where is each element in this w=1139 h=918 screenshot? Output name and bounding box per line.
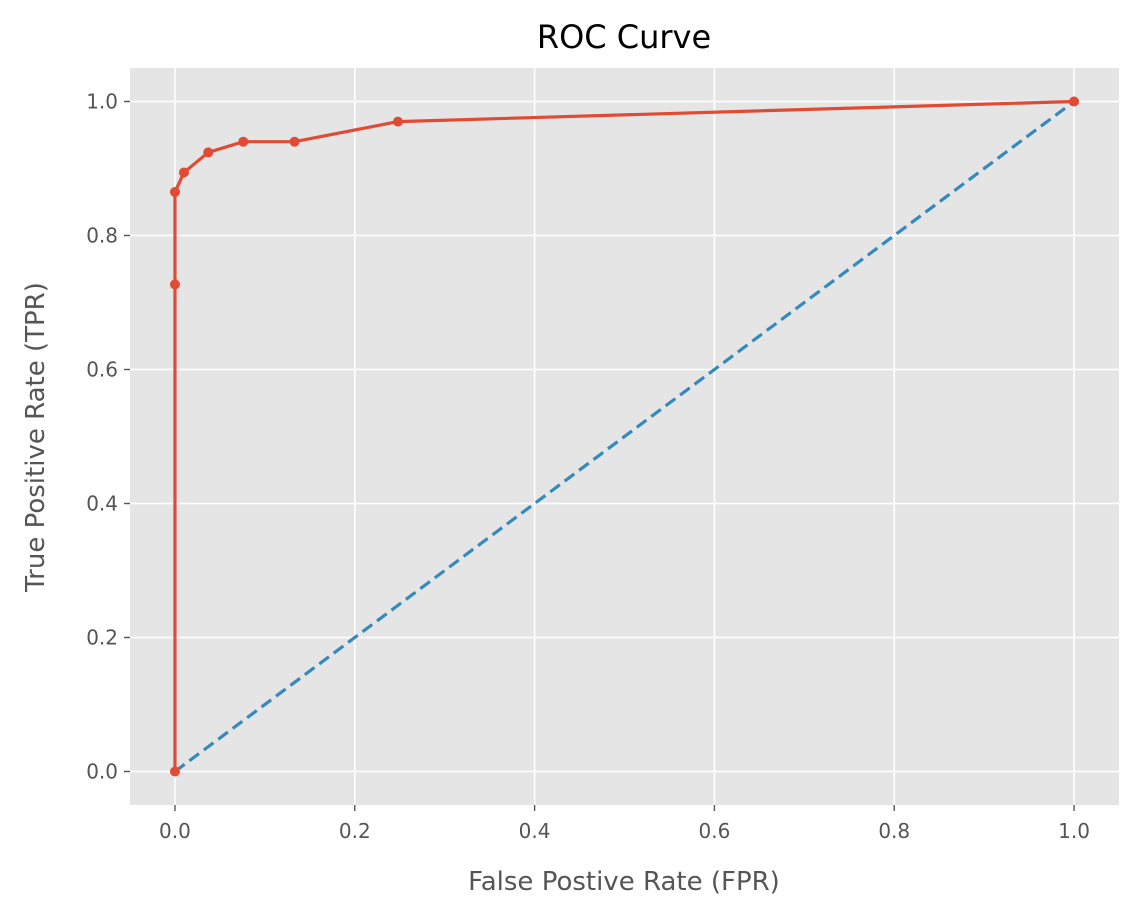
x-tick-label: 0.8 <box>878 819 910 843</box>
y-tick-label: 0.0 <box>86 760 118 784</box>
roc-point <box>169 766 180 777</box>
y-tick-label: 1.0 <box>86 90 118 114</box>
y-tick-label: 0.2 <box>86 626 118 650</box>
roc-point <box>392 116 403 127</box>
data-series <box>169 96 1080 777</box>
grid-lines <box>130 68 1119 805</box>
x-tick-label: 0.6 <box>699 819 731 843</box>
y-tick-label: 0.6 <box>86 358 118 382</box>
diagonal-reference-line <box>173 100 1076 773</box>
x-tick-label: 0.0 <box>159 819 191 843</box>
roc-point <box>178 167 189 178</box>
y-axis-ticks: 0.0 0.2 0.4 0.6 0.8 1.0 <box>86 90 130 784</box>
roc-point <box>1069 96 1080 107</box>
roc-point <box>169 279 180 290</box>
y-axis-label: True Positive Rate (TPR) <box>21 282 51 593</box>
roc-point <box>238 136 249 147</box>
roc-point <box>289 136 300 147</box>
x-tick-label: 1.0 <box>1058 819 1090 843</box>
roc-point <box>203 147 214 158</box>
y-tick-label: 0.8 <box>86 224 118 248</box>
roc-point <box>169 186 180 197</box>
x-axis-label: False Postive Rate (FPR) <box>468 867 780 897</box>
x-tick-label: 0.4 <box>519 819 551 843</box>
chart-title: ROC Curve <box>537 18 711 56</box>
y-tick-label: 0.4 <box>86 492 118 516</box>
x-tick-label: 0.2 <box>339 819 371 843</box>
x-axis-ticks: 0.0 0.2 0.4 0.6 0.8 1.0 <box>159 805 1090 843</box>
